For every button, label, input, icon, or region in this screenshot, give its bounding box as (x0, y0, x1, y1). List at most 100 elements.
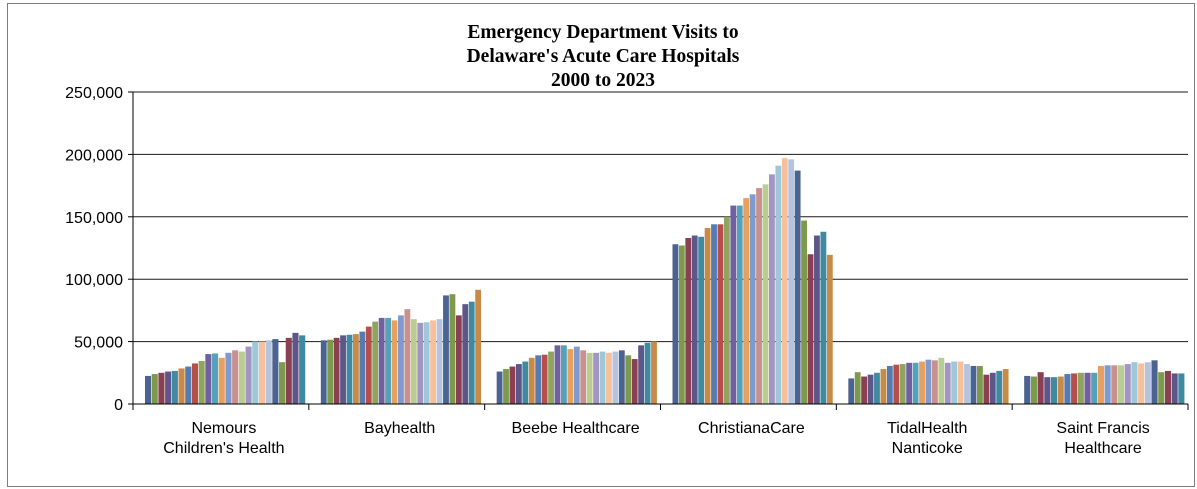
axes (128, 91, 1189, 410)
bar (867, 374, 874, 404)
bar (285, 337, 292, 404)
bar (1064, 374, 1071, 404)
bar (931, 360, 938, 404)
bar (528, 357, 535, 404)
bar (625, 355, 632, 404)
bar (593, 352, 599, 404)
bar (711, 224, 717, 404)
bar (957, 361, 964, 404)
bar (1171, 373, 1178, 404)
bar (258, 341, 266, 404)
bar (861, 376, 868, 404)
category-label: Children's Health (163, 440, 284, 457)
bar (238, 351, 245, 404)
bar (698, 236, 705, 404)
bar (1151, 360, 1158, 404)
bar (678, 245, 685, 404)
bar (548, 351, 554, 404)
bar (951, 361, 958, 404)
bar (606, 352, 612, 404)
bar (535, 355, 542, 404)
y-tick-label: 150,000 (65, 210, 123, 227)
category-label: ChristianaCare (698, 420, 805, 437)
bar (340, 335, 346, 404)
bar (1024, 375, 1031, 404)
bar (346, 334, 353, 404)
bar (554, 345, 561, 404)
bar (449, 294, 456, 404)
bar (762, 184, 769, 404)
bar (1164, 370, 1171, 404)
bar (1131, 362, 1138, 404)
bar (436, 319, 443, 404)
bar (225, 352, 232, 404)
bar (165, 371, 172, 404)
bar (1104, 365, 1111, 404)
bar (874, 372, 880, 404)
bar (1002, 369, 1009, 404)
bar (245, 346, 252, 404)
bar (1057, 376, 1064, 404)
bar (1037, 372, 1044, 404)
bar (541, 354, 548, 404)
bar (717, 224, 724, 404)
bar (781, 158, 788, 404)
bar (561, 345, 567, 404)
bar (443, 295, 449, 404)
bar (212, 353, 219, 404)
bar (756, 188, 762, 404)
bar (704, 228, 711, 404)
bar (730, 205, 737, 404)
bar (989, 372, 996, 404)
bar (191, 363, 199, 404)
chart-title-line-1: Emergency Department Visits to (467, 22, 738, 43)
gridlines (133, 91, 1188, 343)
bar (515, 364, 522, 404)
bar (944, 362, 951, 404)
bar (205, 354, 212, 404)
bar (391, 320, 398, 404)
bar (365, 326, 372, 404)
bar (618, 350, 625, 404)
bar (899, 364, 906, 404)
bar (353, 334, 359, 404)
bar (820, 231, 827, 404)
bar (886, 365, 893, 404)
bar (723, 216, 730, 404)
chart-svg: 0 50,000 100,000 150,000 200,000 250,000 Nemo… (65, 22, 1189, 457)
bar (1144, 362, 1151, 404)
bar (455, 315, 462, 404)
bar (218, 357, 225, 404)
bar (826, 254, 833, 404)
y-tick-labels: 0 50,000 100,000 150,000 200,000 250,000 (65, 85, 123, 414)
bar (906, 362, 913, 404)
bar (1097, 365, 1104, 404)
bar (854, 372, 861, 404)
bar (496, 371, 503, 404)
y-tick-label: 100,000 (65, 272, 123, 289)
bar (573, 346, 580, 404)
category-label: Nemours (191, 420, 256, 437)
bar (983, 374, 990, 404)
category-label: Nanticoke (892, 440, 963, 457)
bar (279, 362, 286, 404)
bar (185, 366, 192, 404)
bar (848, 378, 855, 404)
bar (145, 375, 152, 404)
bar (769, 174, 775, 404)
category-label: Saint Francis (1056, 420, 1149, 437)
category-label: Bayhealth (364, 420, 435, 437)
bar (522, 361, 529, 404)
bar (749, 194, 756, 404)
bar (880, 369, 887, 404)
bar (1124, 364, 1131, 404)
bar (1071, 373, 1078, 404)
bar (385, 317, 391, 404)
bar (398, 315, 404, 404)
y-tick-label: 250,000 (65, 85, 123, 102)
bar (1178, 373, 1185, 404)
bar (423, 322, 430, 404)
bar (1084, 372, 1091, 404)
bar (743, 198, 750, 404)
bar (651, 341, 657, 404)
